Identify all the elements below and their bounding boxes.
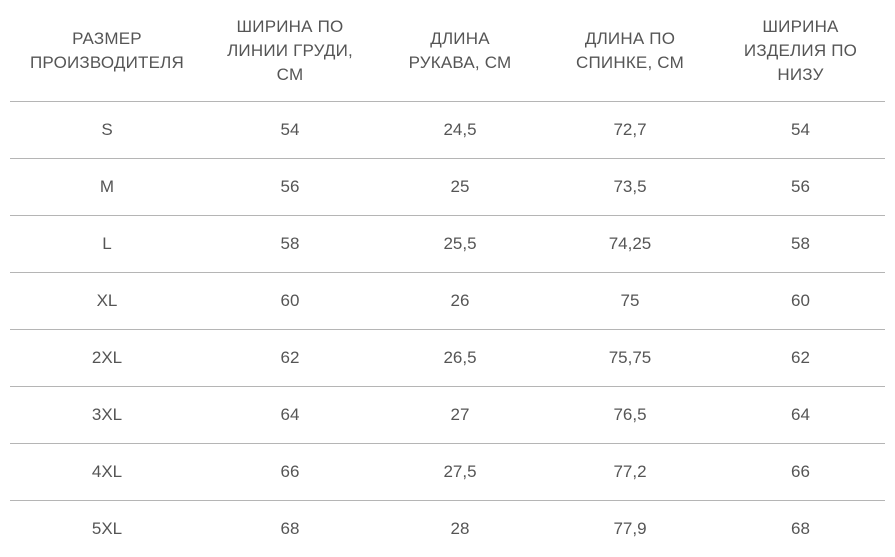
size-chart-table: РАЗМЕР ПРОИЗВОДИТЕЛЯ ШИРИНА ПО ЛИНИИ ГРУ…: [10, 0, 885, 557]
cell-back-length: 73,5: [544, 159, 716, 216]
cell-sleeve-length: 27: [376, 387, 544, 444]
header-sleeve-length: ДЛИНА РУКАВА, СМ: [376, 0, 544, 102]
cell-back-length: 74,25: [544, 216, 716, 273]
cell-sleeve-length: 24,5: [376, 102, 544, 159]
cell-bottom-width: 64: [716, 387, 885, 444]
header-manufacturer-size: РАЗМЕР ПРОИЗВОДИТЕЛЯ: [10, 0, 204, 102]
table-row: 3XL 64 27 76,5 64: [10, 387, 885, 444]
cell-size: 5XL: [10, 501, 204, 557]
cell-size: XL: [10, 273, 204, 330]
header-row: РАЗМЕР ПРОИЗВОДИТЕЛЯ ШИРИНА ПО ЛИНИИ ГРУ…: [10, 0, 885, 102]
table-row: 2XL 62 26,5 75,75 62: [10, 330, 885, 387]
cell-bottom-width: 68: [716, 501, 885, 557]
table-body: S 54 24,5 72,7 54 M 56 25 73,5 56 L 58 2…: [10, 102, 885, 557]
table-row: 4XL 66 27,5 77,2 66: [10, 444, 885, 501]
cell-chest-width: 62: [204, 330, 376, 387]
cell-back-length: 77,9: [544, 501, 716, 557]
cell-chest-width: 56: [204, 159, 376, 216]
cell-sleeve-length: 25: [376, 159, 544, 216]
cell-back-length: 76,5: [544, 387, 716, 444]
cell-back-length: 77,2: [544, 444, 716, 501]
cell-chest-width: 60: [204, 273, 376, 330]
cell-bottom-width: 66: [716, 444, 885, 501]
cell-bottom-width: 62: [716, 330, 885, 387]
header-back-length: ДЛИНА ПО СПИНКЕ, СМ: [544, 0, 716, 102]
cell-chest-width: 58: [204, 216, 376, 273]
cell-bottom-width: 58: [716, 216, 885, 273]
cell-chest-width: 66: [204, 444, 376, 501]
cell-sleeve-length: 26: [376, 273, 544, 330]
cell-bottom-width: 56: [716, 159, 885, 216]
cell-size: L: [10, 216, 204, 273]
table-row: M 56 25 73,5 56: [10, 159, 885, 216]
cell-size: S: [10, 102, 204, 159]
cell-chest-width: 64: [204, 387, 376, 444]
cell-chest-width: 54: [204, 102, 376, 159]
cell-chest-width: 68: [204, 501, 376, 557]
table-row: S 54 24,5 72,7 54: [10, 102, 885, 159]
cell-size: 2XL: [10, 330, 204, 387]
table-row: 5XL 68 28 77,9 68: [10, 501, 885, 557]
cell-sleeve-length: 28: [376, 501, 544, 557]
table-row: L 58 25,5 74,25 58: [10, 216, 885, 273]
table-row: XL 60 26 75 60: [10, 273, 885, 330]
cell-sleeve-length: 27,5: [376, 444, 544, 501]
cell-back-length: 75: [544, 273, 716, 330]
cell-sleeve-length: 25,5: [376, 216, 544, 273]
cell-back-length: 75,75: [544, 330, 716, 387]
table-header: РАЗМЕР ПРОИЗВОДИТЕЛЯ ШИРИНА ПО ЛИНИИ ГРУ…: [10, 0, 885, 102]
cell-back-length: 72,7: [544, 102, 716, 159]
cell-bottom-width: 54: [716, 102, 885, 159]
header-bottom-width: ШИРИНА ИЗДЕЛИЯ ПО НИЗУ: [716, 0, 885, 102]
cell-sleeve-length: 26,5: [376, 330, 544, 387]
cell-bottom-width: 60: [716, 273, 885, 330]
cell-size: M: [10, 159, 204, 216]
header-chest-width: ШИРИНА ПО ЛИНИИ ГРУДИ, СМ: [204, 0, 376, 102]
cell-size: 3XL: [10, 387, 204, 444]
cell-size: 4XL: [10, 444, 204, 501]
